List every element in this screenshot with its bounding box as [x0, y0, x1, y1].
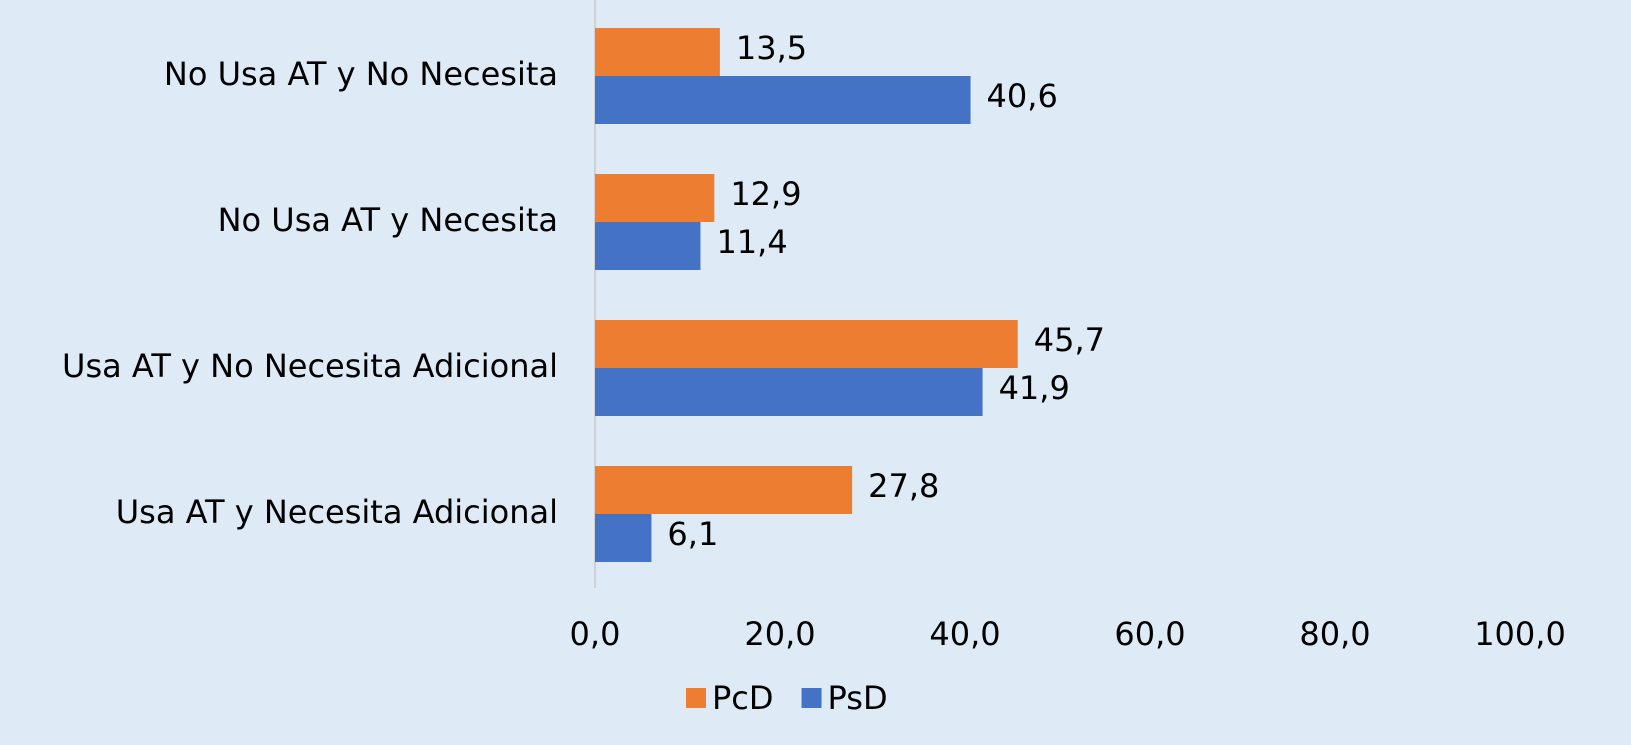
y-tick-label: No Usa AT y Necesita	[218, 201, 558, 239]
bar	[595, 368, 983, 416]
data-label: 11,4	[716, 223, 787, 261]
x-tick-label: 100,0	[1474, 615, 1566, 653]
legend-swatch	[801, 688, 822, 708]
bar	[595, 320, 1018, 368]
legend-swatch	[686, 688, 706, 708]
data-label: 41,9	[999, 369, 1070, 407]
data-label: 27,8	[868, 467, 939, 505]
bar	[595, 222, 701, 270]
bar	[595, 174, 715, 222]
bar	[595, 466, 853, 514]
x-tick-label: 40,0	[929, 615, 1000, 653]
x-tick-label: 80,0	[1299, 615, 1370, 653]
data-label: 6,1	[667, 515, 718, 553]
data-label: 13,5	[736, 29, 807, 67]
x-tick-label: 20,0	[744, 615, 815, 653]
x-tick-label: 0,0	[570, 615, 621, 653]
data-label: 45,7	[1034, 321, 1105, 359]
y-tick-label: Usa AT y No Necesita Adicional	[62, 347, 558, 385]
x-tick-label: 60,0	[1114, 615, 1185, 653]
bar	[595, 28, 720, 76]
bar	[595, 514, 652, 562]
bar	[595, 76, 971, 124]
data-label: 12,9	[730, 175, 801, 213]
y-tick-label: Usa AT y Necesita Adicional	[116, 493, 558, 531]
y-tick-label: No Usa AT y No Necesita	[164, 55, 558, 93]
legend-label: PsD	[828, 679, 888, 717]
data-label: 40,6	[987, 77, 1058, 115]
legend-label: PcD	[712, 679, 774, 717]
